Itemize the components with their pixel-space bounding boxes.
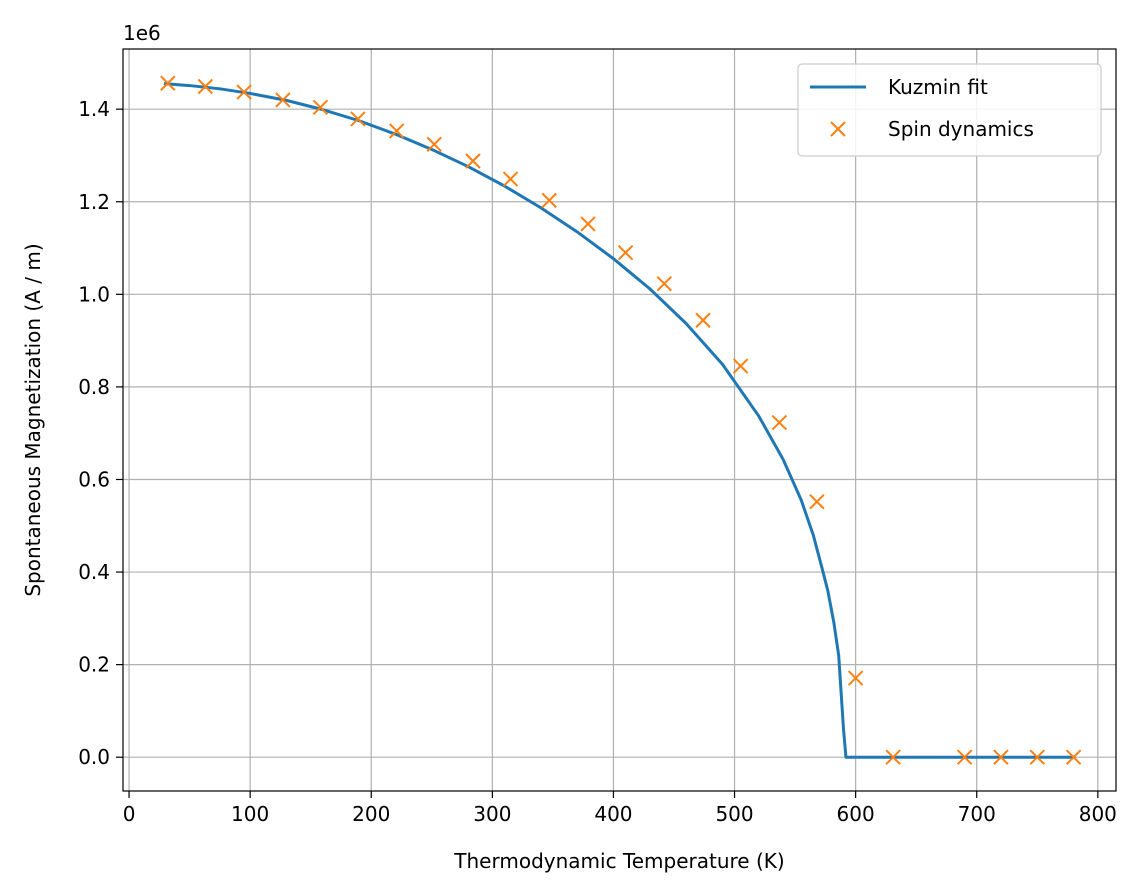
marker-stroke — [956, 749, 973, 765]
scatter-point-spin-dynamics — [502, 171, 519, 187]
marker-stroke — [1029, 749, 1045, 765]
x-tick-label: 600 — [837, 802, 875, 826]
scatter-point-spin-dynamics — [1065, 749, 1082, 765]
marker-stroke — [656, 275, 673, 292]
y-offset-label: 1e6 — [123, 21, 161, 45]
scatter-point-spin-dynamics — [847, 670, 864, 686]
marker-stroke — [541, 192, 557, 209]
x-axis-title: Thermodynamic Temperature (K) — [453, 849, 784, 873]
scatter-point-spin-dynamics — [541, 192, 557, 209]
scatter-point-spin-dynamics — [656, 275, 673, 292]
plot-frame — [122, 48, 1117, 792]
legend-box — [797, 63, 1102, 157]
marker-stroke — [388, 123, 405, 139]
marker-stroke — [160, 75, 176, 91]
scatter-point-spin-dynamics — [1029, 749, 1045, 765]
legend-marker-spin-dynamics — [830, 121, 846, 137]
y-tick-label: 0.4 — [78, 560, 110, 584]
scatter-point-spin-dynamics — [275, 92, 291, 108]
y-tick-label: 1.4 — [78, 97, 110, 121]
marker-stroke — [617, 244, 634, 261]
y-tick-label: 0.6 — [78, 467, 110, 491]
marker-stroke — [847, 670, 864, 686]
marker-stroke — [197, 78, 214, 95]
marker-stroke — [993, 749, 1009, 765]
series-layer — [160, 75, 1082, 765]
scatter-point-spin-dynamics — [885, 749, 901, 765]
x-tick-label: 0 — [123, 802, 136, 826]
scatter-point-spin-dynamics — [809, 493, 825, 510]
y-tick-label: 1.2 — [78, 190, 110, 214]
y-axis-title: Spontaneous Magnetization (A / m) — [21, 243, 45, 596]
marker-stroke — [771, 414, 788, 431]
marker-stroke — [465, 153, 481, 169]
scatter-point-spin-dynamics — [617, 244, 634, 261]
scatter-point-spin-dynamics — [771, 414, 788, 431]
y-tick-label: 0.2 — [78, 653, 110, 677]
scatter-point-spin-dynamics — [388, 123, 405, 139]
marker-stroke — [580, 216, 596, 232]
scatter-point-spin-dynamics — [993, 749, 1009, 765]
marker-stroke — [885, 749, 901, 765]
marker-stroke — [695, 312, 711, 328]
scatter-point-spin-dynamics — [695, 312, 711, 328]
x-tick-label: 800 — [1079, 802, 1117, 826]
legend-label-spin-dynamics: Spin dynamics — [888, 117, 1034, 141]
marker-stroke — [809, 493, 825, 510]
y-tick-label: 0.8 — [78, 375, 110, 399]
scatter-point-spin-dynamics — [236, 84, 252, 100]
scatter-point-spin-dynamics — [465, 153, 481, 169]
x-axis-ticks: 0 100 200 300 400 500 600 700 800 — [123, 791, 1117, 826]
series-line-kuzmin-fit — [163, 82, 1076, 759]
legend: Kuzmin fit Spin dynamics — [797, 63, 1102, 157]
marker-stroke — [312, 99, 329, 116]
scatter-point-spin-dynamics — [197, 78, 214, 95]
x-tick-label: 400 — [594, 802, 632, 826]
scatter-point-spin-dynamics — [732, 358, 749, 374]
marker-stroke — [1065, 749, 1082, 765]
y-tick-label: 1.0 — [78, 282, 110, 306]
x-tick-label: 100 — [231, 802, 269, 826]
marker-stroke — [732, 358, 749, 374]
marker-stroke — [502, 171, 519, 187]
scatter-point-spin-dynamics — [312, 99, 329, 116]
marker-stroke — [350, 111, 366, 127]
marker-stroke — [426, 136, 442, 153]
x-tick-label: 500 — [715, 802, 753, 826]
legend-label-kuzmin-fit: Kuzmin fit — [888, 75, 988, 99]
scatter-point-spin-dynamics — [426, 136, 442, 153]
y-axis-ticks: 0.0 0.2 0.4 0.6 0.8 1.0 1.2 1.4 — [78, 97, 123, 769]
grid — [123, 49, 1116, 791]
x-tick-label: 700 — [958, 802, 996, 826]
scatter-point-spin-dynamics — [160, 75, 176, 91]
marker-stroke — [236, 84, 252, 100]
y-tick-label: 0.0 — [78, 745, 110, 769]
x-tick-label: 200 — [352, 802, 390, 826]
marker-stroke — [275, 92, 291, 108]
scatter-point-spin-dynamics — [350, 111, 366, 127]
x-tick-label: 300 — [473, 802, 511, 826]
scatter-point-spin-dynamics — [956, 749, 973, 765]
scatter-point-spin-dynamics — [580, 216, 596, 232]
